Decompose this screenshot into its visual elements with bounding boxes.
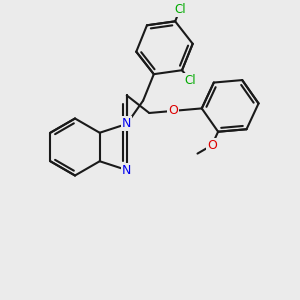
- Text: O: O: [207, 139, 217, 152]
- Text: O: O: [168, 104, 178, 117]
- Text: Cl: Cl: [184, 74, 196, 87]
- Text: Cl: Cl: [174, 3, 186, 16]
- Text: N: N: [122, 164, 131, 177]
- Text: N: N: [122, 117, 131, 130]
